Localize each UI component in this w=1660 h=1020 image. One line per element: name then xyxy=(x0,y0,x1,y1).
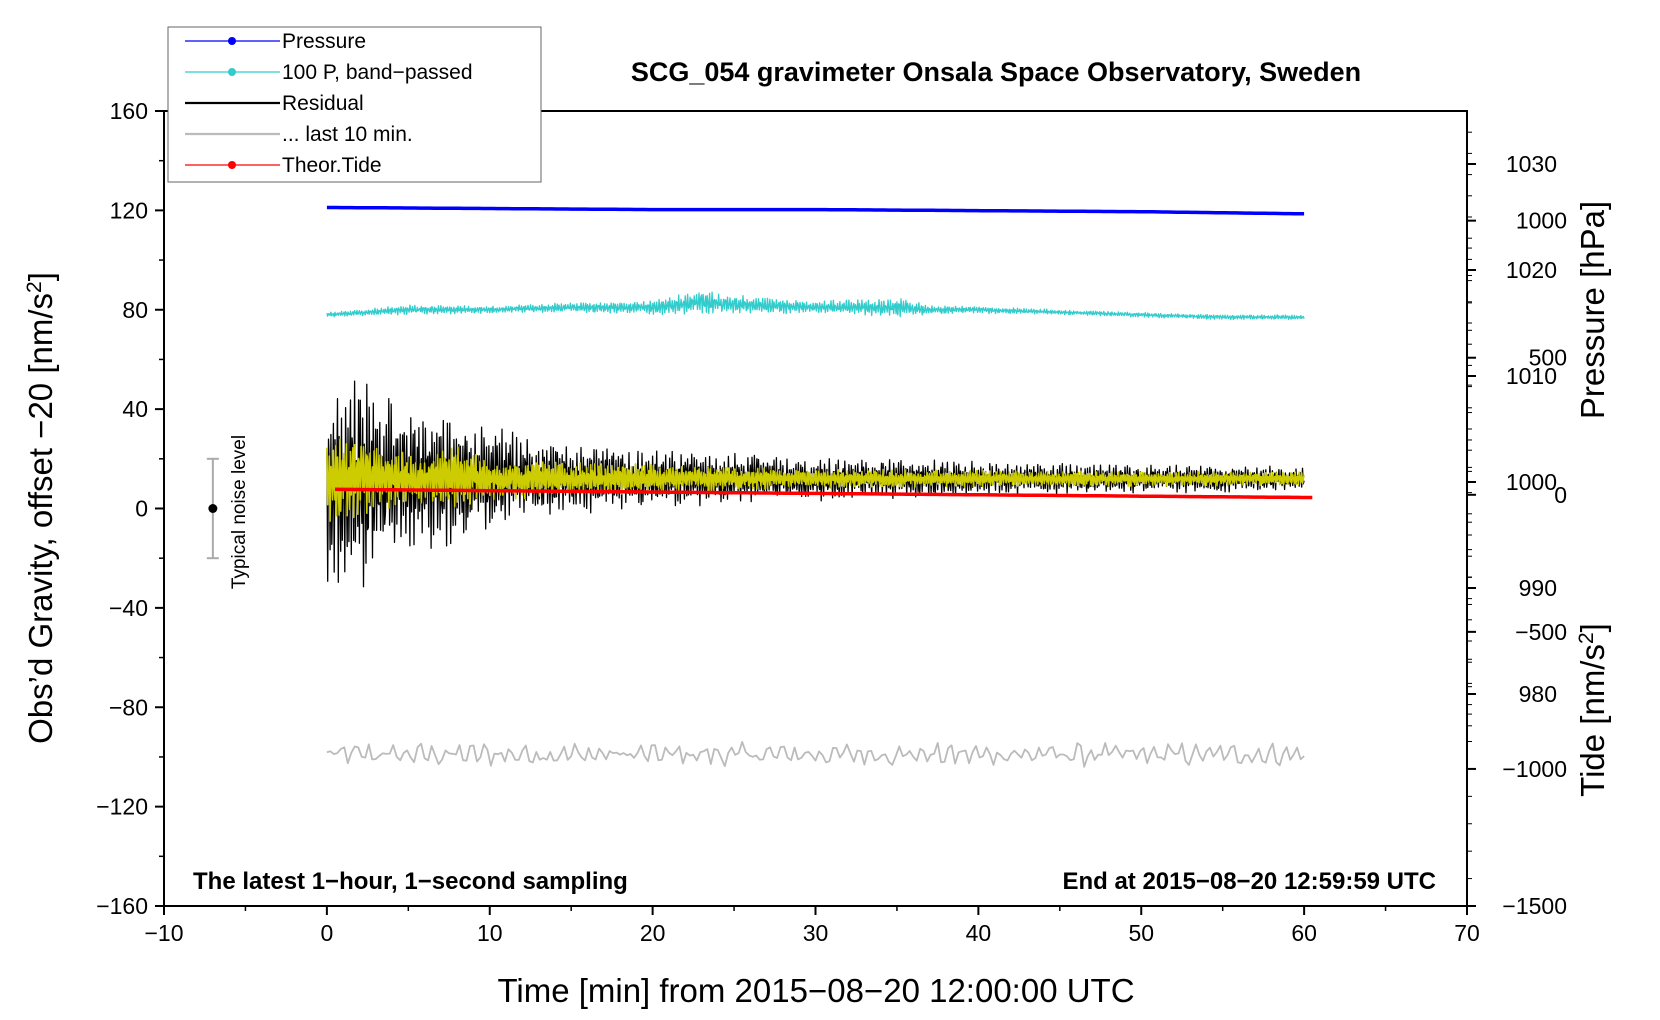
tide-tick-label: 0 xyxy=(1554,482,1567,508)
y-left-tick-label: −160 xyxy=(96,893,148,919)
y-axis-pressure: 1030 1020 1010 1000 990 980 xyxy=(1467,131,1557,727)
y-axis-tide-label-sup: 2 xyxy=(1575,632,1598,644)
tide-tick-label: −1000 xyxy=(1502,756,1567,782)
pressure-tick-label: 980 xyxy=(1519,681,1557,707)
chart-title: SCG_054 gravimeter Onsala Space Observat… xyxy=(631,57,1361,87)
y-left-tick-label: 0 xyxy=(135,496,148,522)
y-left-tick-label: −120 xyxy=(96,794,148,820)
noise-bar xyxy=(206,457,219,560)
series-100-p-band-passed xyxy=(326,291,1305,321)
legend-swatch-marker xyxy=(228,68,236,76)
y-axis-tide-label-end: ] xyxy=(1574,623,1611,632)
y-left-tick-label: 160 xyxy=(110,98,148,124)
series-layer xyxy=(326,205,1313,768)
y-left-tick-label: −80 xyxy=(109,694,148,720)
y-left-tick-label: 80 xyxy=(122,297,148,323)
x-tick-label: 20 xyxy=(640,920,666,946)
legend-label: ... last 10 min. xyxy=(282,123,413,146)
y-left-tick-label: −40 xyxy=(109,595,148,621)
x-tick-label: −10 xyxy=(144,920,183,946)
x-tick-label: 10 xyxy=(477,920,503,946)
y-axis-tide-label: Tide [nm/s2] xyxy=(1574,623,1611,797)
legend-label: Pressure xyxy=(282,30,366,53)
x-tick-label: 40 xyxy=(966,920,992,946)
legend: Pressure 100 P, band−passed Residual ... la… xyxy=(167,26,542,183)
noise-label: Typical noise level xyxy=(229,435,250,589)
legend-label: 100 P, band−passed xyxy=(282,61,473,84)
y-axis-left-label-end: ] xyxy=(22,272,59,281)
y-axis-pressure-label: Pressure [hPa] xyxy=(1574,201,1611,419)
tide-tick-label: 500 xyxy=(1529,345,1567,371)
y-axis-left: 160 120 80 40 0 −40 −80 −120 −160 xyxy=(96,98,164,919)
pressure-tick-label: 1020 xyxy=(1506,257,1557,283)
y-left-tick-label: 120 xyxy=(110,197,148,223)
tide-tick-label: −1500 xyxy=(1502,893,1567,919)
y-left-tick-label: 40 xyxy=(122,396,148,422)
series-residual-filtered xyxy=(326,438,1305,522)
series-last-10-min xyxy=(326,741,1305,768)
series-theor-tide xyxy=(334,487,1313,500)
y-axis-tide-label-main: Tide [nm/s xyxy=(1574,644,1611,797)
x-axis-label: Time [min] from 2015−08−20 12:00:00 UTC xyxy=(497,972,1134,1009)
y-axis-tide: 1000 500 0 −500 −1000 −1500 xyxy=(1467,208,1567,919)
pressure-tick-label: 990 xyxy=(1519,575,1557,601)
y-axis-left-label: Obs’d Gravity, offset −20 [nm/s2] xyxy=(22,272,59,744)
x-tick-label: 0 xyxy=(320,920,333,946)
series-residual xyxy=(326,380,1305,588)
y-axis-left-label-main: Obs’d Gravity, offset −20 [nm/s xyxy=(22,293,59,744)
legend-box xyxy=(167,26,542,183)
annotation-right: End at 2015−08−20 12:59:59 UTC xyxy=(1062,868,1436,895)
series-pressure xyxy=(326,205,1305,216)
legend-label: Theor.Tide xyxy=(282,154,382,177)
x-tick-label: 30 xyxy=(803,920,829,946)
pressure-tick-label: 1010 xyxy=(1506,363,1557,389)
noise-bar-center xyxy=(208,504,218,513)
pressure-tick-label: 1000 xyxy=(1506,469,1557,495)
x-axis: −10 0 10 20 30 40 50 60 70 xyxy=(144,906,1480,946)
annotation-left: The latest 1−hour, 1−second sampling xyxy=(193,868,628,895)
pressure-tick-label: 1030 xyxy=(1506,151,1557,177)
legend-label: Residual xyxy=(282,92,364,115)
x-tick-label: 60 xyxy=(1291,920,1317,946)
x-tick-label: 50 xyxy=(1128,920,1154,946)
tide-tick-label: −500 xyxy=(1515,619,1567,645)
x-tick-label: 70 xyxy=(1454,920,1480,946)
y-axis-left-label-sup: 2 xyxy=(23,281,46,293)
tide-tick-label: 1000 xyxy=(1516,208,1567,234)
legend-swatch-marker xyxy=(228,37,236,45)
legend-swatch-marker xyxy=(228,161,236,169)
